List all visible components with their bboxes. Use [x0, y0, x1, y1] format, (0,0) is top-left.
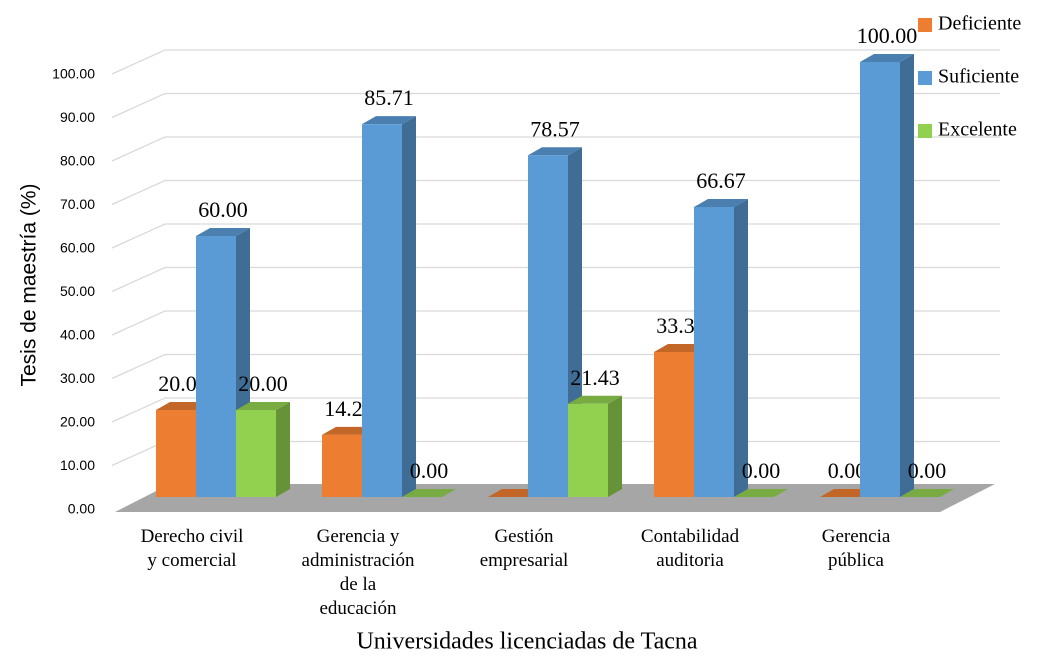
bar-top [196, 228, 250, 236]
legend-label: Suficiente [938, 66, 1019, 88]
legend-label: Deficiente [938, 13, 1021, 35]
y-tick-label: 70.00 [60, 196, 95, 212]
data-label: 66.67 [696, 168, 746, 193]
data-label: 0.00 [742, 458, 781, 483]
bar-front [322, 434, 362, 497]
bar-side [276, 402, 290, 497]
bar-side [734, 198, 748, 497]
y-tick-label: 90.00 [60, 109, 95, 125]
legend-swatch [918, 71, 932, 85]
bar-top [860, 54, 914, 62]
y-tick-label: 50.00 [60, 283, 95, 299]
bar-top [402, 489, 456, 497]
grid-line [111, 179, 1000, 206]
legend-label: Excelente [938, 119, 1017, 141]
bar [236, 402, 290, 497]
bar-front [568, 403, 608, 497]
y-tick-label: 30.00 [60, 370, 95, 386]
bar-front [236, 410, 276, 497]
data-label: 0.00 [908, 458, 947, 483]
x-tick-label: Gerencia y administración de la educación [302, 526, 415, 619]
bar-top [568, 395, 622, 404]
bar [694, 198, 748, 497]
legend-swatch [918, 124, 932, 138]
bar [734, 489, 788, 497]
bar-front [694, 206, 734, 497]
data-label: 85.71 [364, 85, 414, 110]
bar-front [528, 155, 568, 497]
bar-front [156, 410, 196, 497]
bar-front [654, 352, 694, 497]
y-tick-label: 10.00 [60, 457, 95, 473]
x-tick-label: Derecho civil y comercial [141, 526, 244, 571]
legend-swatch [918, 18, 932, 32]
bar-top [734, 489, 788, 497]
data-label: 60.00 [198, 197, 248, 222]
data-label: 21.43 [570, 365, 620, 390]
y-tick-label: 100.00 [52, 66, 95, 82]
grid-line [111, 49, 1000, 75]
x-tick-label: Gerencia pública [822, 526, 891, 571]
y-tick-label: 60.00 [60, 240, 95, 256]
bar [362, 116, 416, 497]
bar-top [236, 402, 290, 410]
y-tick-label: 40.00 [60, 327, 95, 343]
bar-side [402, 116, 416, 497]
x-axis-title: Universidades licenciadas de Tacna [356, 629, 697, 655]
bar-front [860, 62, 900, 497]
bar-front [196, 236, 236, 497]
grid-line [111, 136, 1000, 162]
bar [402, 489, 456, 497]
data-label: 78.57 [530, 116, 580, 141]
bar [196, 228, 250, 497]
y-tick-label: 80.00 [60, 153, 95, 169]
y-tick-label: 0.00 [68, 501, 95, 517]
data-label: 20.00 [238, 371, 288, 396]
bar [860, 54, 914, 497]
bar-top [694, 198, 748, 207]
data-label: 100.00 [857, 23, 918, 48]
x-tick-label: Gestión empresarial [480, 526, 569, 571]
bar-side [608, 395, 622, 497]
bar [900, 489, 954, 497]
data-label: 0.00 [410, 458, 449, 483]
grid-line [111, 92, 1000, 119]
x-tick-label: Contabilidad auditoria [641, 526, 740, 571]
bar-side [900, 54, 914, 497]
y-axis-title: Tesis de maestría (%) [18, 183, 41, 386]
bar [568, 395, 622, 497]
bar-top [528, 147, 582, 156]
bar-top [362, 116, 416, 125]
data-label: 0.00 [828, 458, 867, 483]
bar-top [900, 489, 954, 497]
y-tick-label: 20.00 [60, 414, 95, 430]
bar-front [362, 124, 402, 497]
